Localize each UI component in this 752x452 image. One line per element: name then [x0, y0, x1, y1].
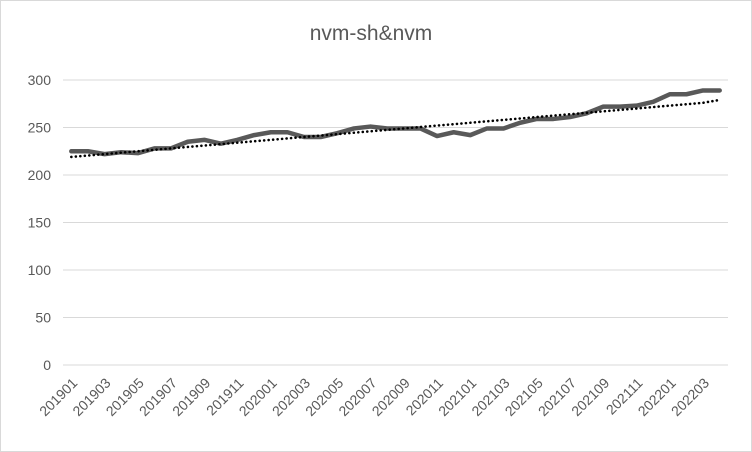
x-axis-ticks: 2019012019032019052019072019092019112020…: [36, 375, 712, 419]
y-tick-label: 250: [28, 120, 52, 136]
x-tick-label: 202009: [369, 375, 413, 419]
x-tick-label: 202109: [568, 375, 612, 419]
series-group: [69, 88, 722, 159]
y-tick-label: 200: [28, 167, 52, 183]
chart-title: nvm-sh&nvm: [310, 22, 433, 45]
y-tick-label: 300: [28, 72, 52, 88]
x-tick-label: 201909: [169, 375, 213, 419]
y-tick-label: 100: [28, 262, 52, 278]
gridlines: [63, 79, 728, 366]
y-tick-label: 50: [35, 310, 51, 326]
y-axis-ticks: 0 50 100 150 200 250 300: [28, 72, 52, 373]
trendline-series: [70, 98, 721, 159]
y-tick-label: 0: [43, 357, 51, 373]
x-tick-label: 202203: [668, 375, 712, 419]
data-series-line: [69, 88, 722, 157]
y-tick-label: 150: [28, 215, 52, 231]
